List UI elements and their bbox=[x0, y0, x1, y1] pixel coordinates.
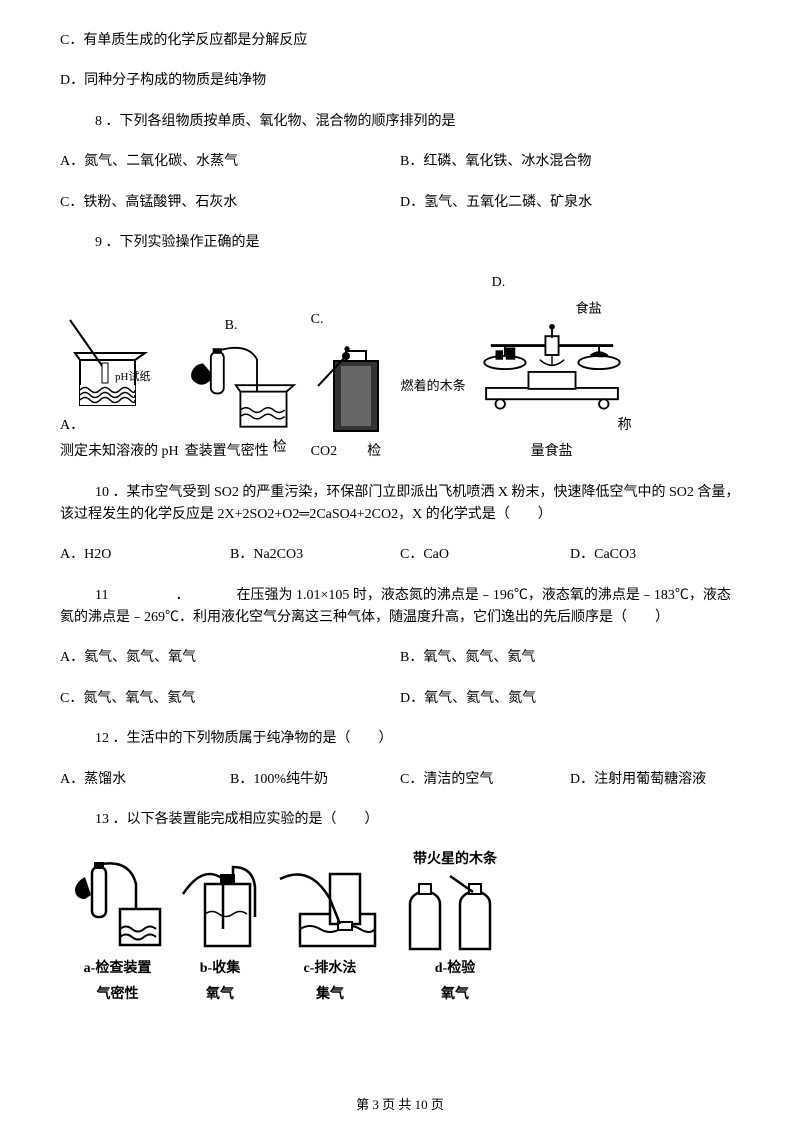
q9-co2-label: CO2 bbox=[311, 441, 337, 463]
q9-cap-b-pre: 检 bbox=[273, 437, 287, 463]
q9-label-a: A． bbox=[60, 415, 84, 437]
q13-cap-d1: d-检验 bbox=[435, 958, 475, 980]
q13-diagrams: a-检查装置 气密性 b-收集 氧气 c-排水法 集气 带火星的木条 bbox=[70, 849, 740, 1006]
q10-d: D．CaCO3 bbox=[570, 544, 740, 566]
svg-text:食盐: 食盐 bbox=[575, 299, 601, 315]
q11-num: 11 bbox=[95, 588, 108, 603]
q10-opts: A．H2O B．Na2CO3 C．CaO D．CaCO3 bbox=[60, 544, 740, 566]
q9-cap-d-pre: 称 bbox=[618, 415, 632, 437]
q13-cap-b2: 氧气 bbox=[206, 984, 234, 1006]
q9-label-d: D. bbox=[492, 272, 506, 294]
q9-stem: 9 ．下列实验操作正确的是 bbox=[60, 232, 740, 254]
co2-check-icon bbox=[311, 331, 401, 441]
q12-d: D．注射用葡萄糖溶液 bbox=[570, 769, 740, 791]
q8-stem: 8 ．下列各组物质按单质、氧化物、混合物的顺序排列的是 bbox=[60, 111, 740, 133]
q12-stem: 12 ．生活中的下列物质属于纯净物的是（ ） bbox=[60, 728, 740, 750]
q9-diagrams: pH试纸 A． 测定未知溶液的 pH B. 查装置气密性 检 bbox=[60, 272, 740, 463]
q11-stem: 在压强为 1.01×105 时，液态氮的沸点是﹣196℃，液态氧的沸点是﹣183… bbox=[60, 588, 731, 625]
q12-b: B．100%纯牛奶 bbox=[230, 769, 400, 791]
q13-c-icon bbox=[275, 859, 385, 954]
q11-b: B．氧气、氮气、氦气 bbox=[400, 647, 740, 669]
q13-stem: 13 ．以下各装置能完成相应实验的是（ ） bbox=[60, 809, 740, 831]
q10-stem: 10 ．某市空气受到 SO2 的严重污染，环保部门立即派出飞机喷洒 X 粉末，快… bbox=[60, 482, 740, 527]
q8-opt-d: D．氢气、五氧化二磷、矿泉水 bbox=[400, 192, 740, 214]
q13-cap-b1: b-收集 bbox=[200, 958, 240, 980]
q12-c: C．清洁的空气 bbox=[400, 769, 570, 791]
q11-a: A．氦气、氮气、氧气 bbox=[60, 647, 400, 669]
q10-c: C．CaO bbox=[400, 544, 570, 566]
page-footer: 第 3 页 共 10 页 bbox=[0, 1095, 800, 1116]
q13-d-icon bbox=[395, 874, 515, 954]
q13-cap-d2: 氧气 bbox=[441, 984, 469, 1006]
q11-row2: C．氮气、氧气、氦气 D．氧气、氦气、氮气 bbox=[60, 688, 740, 710]
q13-cap-a2: 气密性 bbox=[97, 984, 139, 1006]
q9-cap-b: 查装置气密性 bbox=[185, 441, 269, 463]
q9-cap-c-pre: 检 bbox=[367, 441, 381, 463]
airtight-icon bbox=[185, 337, 305, 437]
q8-opt-b: B．红磷、氧化铁、冰水混合物 bbox=[400, 151, 740, 173]
q11-row1: A．氦气、氮气、氧气 B．氧气、氮气、氦气 bbox=[60, 647, 740, 669]
ph-beaker-icon: pH试纸 bbox=[60, 315, 160, 415]
match-label: 燃着的木条 bbox=[401, 378, 466, 394]
q13-cap-a1: a-检查装置 bbox=[84, 958, 152, 980]
spark-label: 带火星的木条 bbox=[413, 849, 497, 871]
q9-label-b: B. bbox=[225, 315, 238, 337]
q11-c: C．氮气、氧气、氦气 bbox=[60, 688, 400, 710]
q10-a: A．H2O bbox=[60, 544, 230, 566]
prev-option-d: D．同种分子构成的物质是纯净物 bbox=[60, 70, 740, 92]
q11-d: D．氧气、氦气、氮气 bbox=[400, 688, 740, 710]
balance-icon: 食盐 bbox=[472, 295, 632, 415]
q13-cap-c1: c-排水法 bbox=[304, 958, 357, 980]
q8-row1: A．氮气、二氧化碳、水蒸气 B．红磷、氧化铁、冰水混合物 bbox=[60, 151, 740, 173]
q12-opts: A．蒸馏水 B．100%纯牛奶 C．清洁的空气 D．注射用葡萄糖溶液 bbox=[60, 769, 740, 791]
q13-a-icon bbox=[70, 859, 165, 954]
q9-cap-d: 量食盐 bbox=[472, 441, 632, 463]
q9-cap-a: 测定未知溶液的 pH bbox=[60, 441, 179, 463]
prev-option-c: C．有单质生成的化学反应都是分解反应 bbox=[60, 30, 740, 52]
q11-dot: ． bbox=[175, 588, 189, 603]
q8-opt-c: C．铁粉、高锰酸钾、石灰水 bbox=[60, 192, 400, 214]
q8-opt-a: A．氮气、二氧化碳、水蒸气 bbox=[60, 151, 400, 173]
q8-row2: C．铁粉、高锰酸钾、石灰水 D．氢气、五氧化二磷、矿泉水 bbox=[60, 192, 740, 214]
q9-label-c: C. bbox=[311, 309, 324, 331]
q13-b-icon bbox=[175, 859, 265, 954]
q13-cap-c2: 集气 bbox=[316, 984, 344, 1006]
q11-line: 11 ． 在压强为 1.01×105 时，液态氮的沸点是﹣196℃，液态氧的沸点… bbox=[60, 585, 740, 630]
q12-a: A．蒸馏水 bbox=[60, 769, 230, 791]
q10-b: B．Na2CO3 bbox=[230, 544, 400, 566]
ph-paper-label: pH试纸 bbox=[115, 370, 150, 383]
